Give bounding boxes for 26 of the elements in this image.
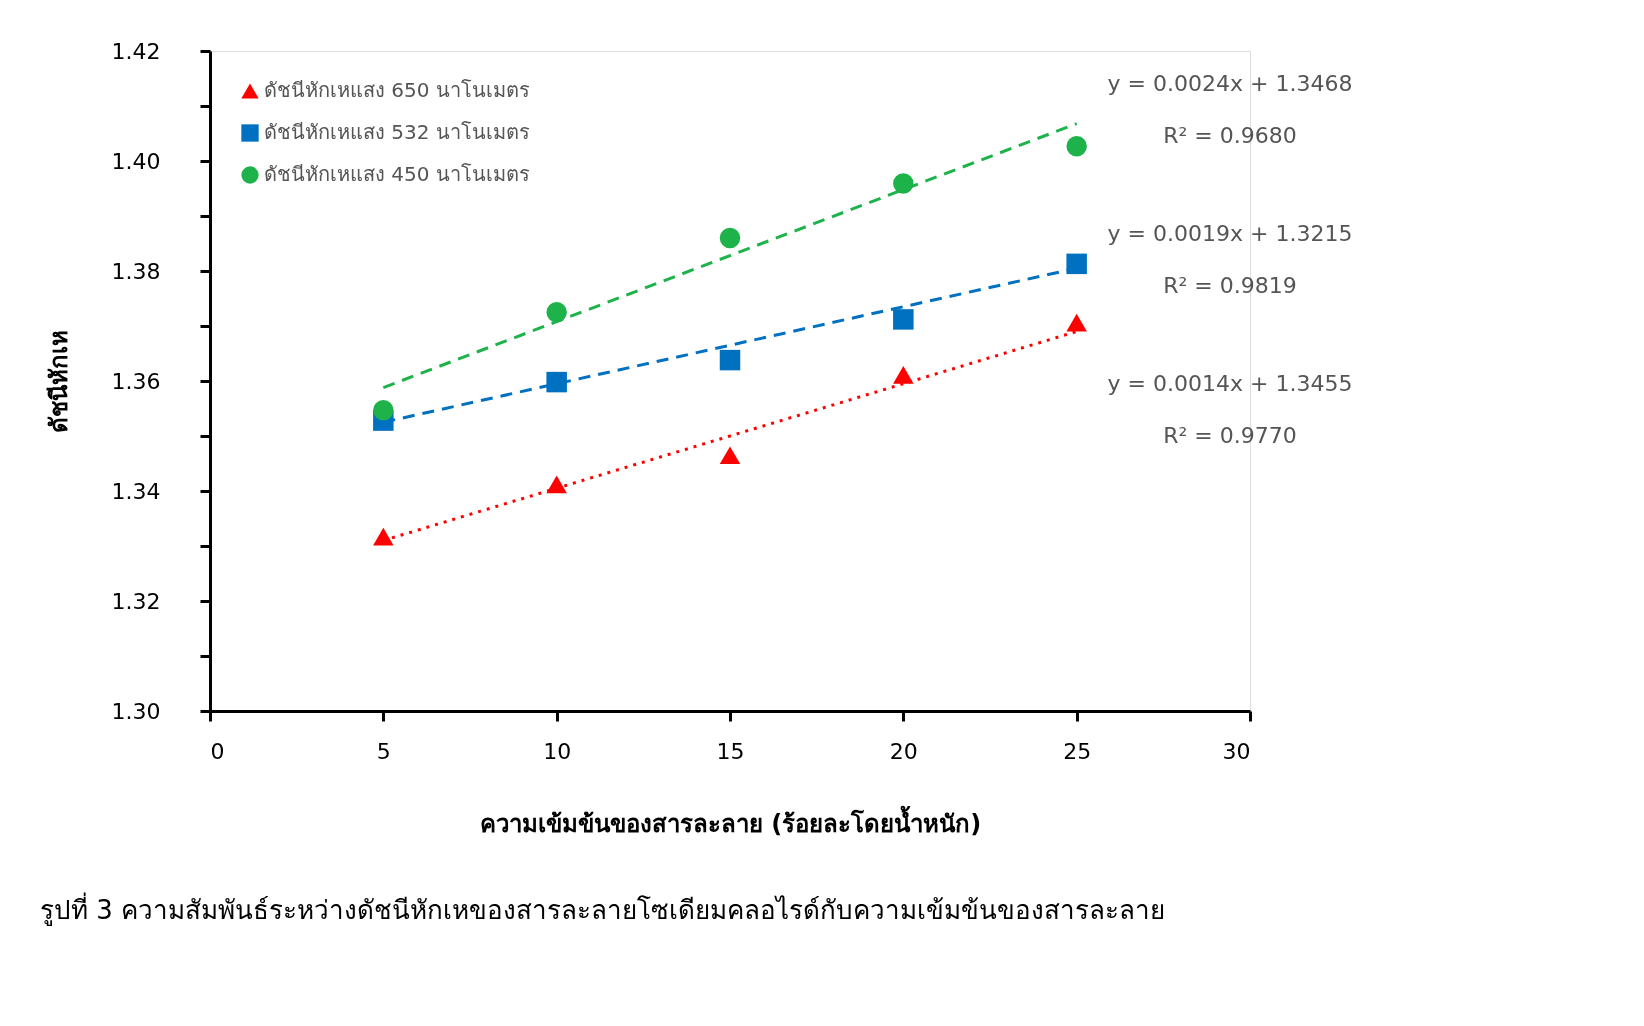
x-tick-label: 5 [376, 738, 391, 764]
x-tick-label: 10 [543, 738, 572, 764]
x-tick-label: 30 [1222, 738, 1251, 764]
x-tick-label: 15 [716, 738, 745, 764]
y-tick-label: 1.32 [111, 588, 161, 614]
annotation: R² = 0.9680 [1163, 123, 1297, 148]
annotation: R² = 0.9770 [1163, 423, 1297, 448]
annotation: y = 0.0014x + 1.3455 [1107, 371, 1353, 396]
y-tick-label: 1.34 [111, 478, 161, 504]
x-tick-label: 25 [1063, 738, 1092, 764]
x-tick-label: 0 [210, 738, 225, 764]
legend-label: ดัชนีหักเหแสง 450 นาโนเมตร [264, 162, 530, 186]
y-tick-label: 1.36 [111, 368, 161, 394]
text: รูปที่ 3 ความสัมพันธ์ระหว่างดัชนีหักเหของสารละลายโซเดียมคลอไรด์กับความเข้มข้นของสารละลาย [40, 892, 1166, 926]
annotation: y = 0.0019x + 1.3215 [1107, 221, 1353, 246]
x-axis-title: ความเข้มข้นของสารละลาย (ร้อยละโดยน้ำหนัก) [479, 804, 982, 838]
annotation: y = 0.0024x + 1.3468 [1107, 71, 1353, 96]
legend-label: ดัชนีหักเหแสง 532 นาโนเมตร [264, 120, 530, 144]
legend-label: ดัชนีหักเหแสง 650 นาโนเมตร [264, 78, 530, 102]
annotation: R² = 0.9819 [1163, 273, 1297, 298]
y-tick-label: 1.42 [111, 38, 161, 64]
y-axis-title: ดัชนีหักเห [44, 330, 73, 433]
y-tick-label: 1.30 [111, 698, 161, 724]
x-tick-label: 20 [889, 738, 918, 764]
y-tick-label: 1.40 [111, 148, 161, 174]
y-tick-label: 1.38 [111, 258, 161, 284]
